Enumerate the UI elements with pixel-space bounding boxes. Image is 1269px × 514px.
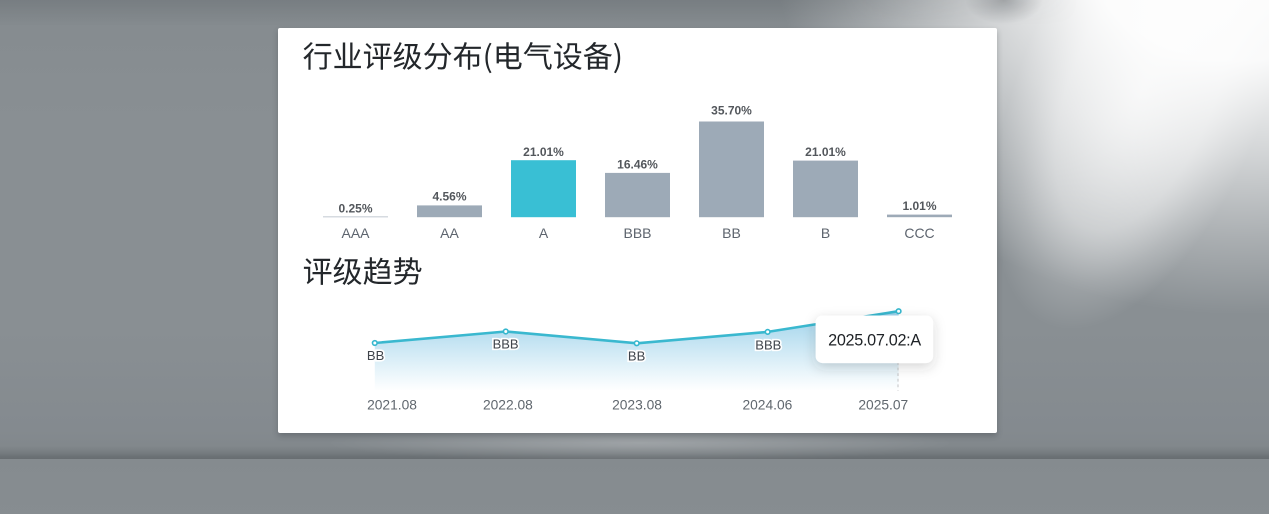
svg-text:BB: BB [367, 348, 384, 363]
svg-text:2025.07.02:A: 2025.07.02:A [828, 332, 921, 350]
svg-text:2021.08: 2021.08 [367, 398, 417, 413]
svg-text:BBB: BBB [755, 338, 781, 353]
svg-text:A: A [539, 225, 549, 241]
svg-text:B: B [821, 225, 830, 241]
svg-text:AA: AA [440, 225, 459, 241]
svg-text:21.01%: 21.01% [805, 145, 846, 159]
svg-text:BBB: BBB [623, 225, 651, 241]
svg-text:AAA: AAA [341, 225, 370, 241]
svg-text:21.01%: 21.01% [523, 145, 564, 159]
svg-text:2022.08: 2022.08 [483, 398, 533, 413]
svg-text:CCC: CCC [904, 225, 934, 241]
svg-text:BB: BB [628, 348, 645, 363]
svg-text:0.25%: 0.25% [338, 201, 372, 215]
svg-text:35.70%: 35.70% [711, 104, 752, 118]
svg-text:BBB: BBB [493, 336, 519, 351]
svg-text:4.56%: 4.56% [432, 189, 466, 203]
svg-text:2024.06: 2024.06 [742, 398, 792, 413]
svg-text:16.46%: 16.46% [617, 158, 658, 172]
svg-text:BB: BB [722, 225, 741, 241]
svg-text:2023.08: 2023.08 [612, 398, 662, 413]
svg-text:1.01%: 1.01% [902, 199, 936, 213]
svg-text:2025.07: 2025.07 [858, 398, 908, 413]
